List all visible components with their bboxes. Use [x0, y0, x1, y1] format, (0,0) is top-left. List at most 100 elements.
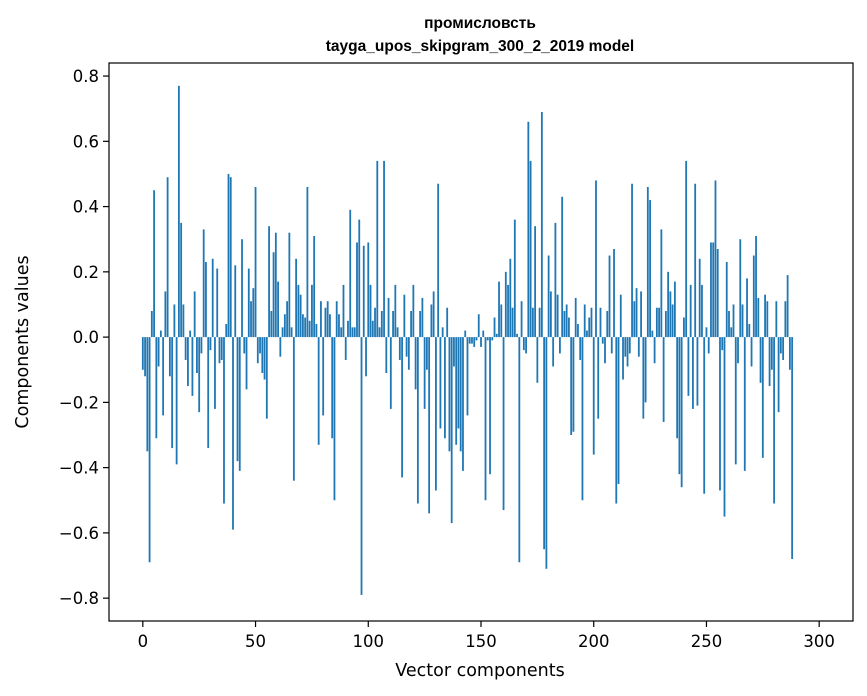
- bar: [466, 337, 469, 416]
- bar: [256, 337, 259, 364]
- bar: [572, 337, 575, 432]
- bar: [353, 327, 356, 338]
- bar: [592, 337, 595, 455]
- x-tick-label: 50: [245, 632, 266, 651]
- bar: [773, 337, 775, 504]
- bar: [658, 307, 661, 338]
- bar: [383, 160, 385, 338]
- bar: [446, 307, 449, 338]
- bar: [419, 311, 422, 338]
- bar: [281, 327, 284, 338]
- bar: [500, 304, 503, 338]
- bar: [671, 304, 674, 338]
- bar: [403, 294, 406, 338]
- bar: [574, 297, 577, 338]
- bar: [265, 337, 268, 419]
- bar: [486, 337, 489, 341]
- bar: [407, 337, 410, 370]
- bar: [601, 337, 604, 344]
- bar: [324, 307, 327, 338]
- bar: [586, 330, 588, 338]
- bar: [394, 284, 397, 338]
- bar: [193, 291, 196, 338]
- bar: [664, 311, 667, 338]
- bar: [786, 275, 789, 338]
- bar: [683, 317, 685, 338]
- bar: [779, 337, 782, 354]
- bar: [676, 337, 679, 439]
- bar: [662, 337, 665, 422]
- bar: [784, 301, 787, 338]
- bar: [270, 311, 273, 338]
- bar: [162, 337, 165, 416]
- bar: [236, 337, 239, 462]
- bar: [274, 232, 277, 338]
- bar: [299, 294, 302, 338]
- bar: [304, 317, 307, 338]
- bar: [389, 337, 392, 409]
- bar: [164, 291, 167, 338]
- bar: [525, 337, 527, 354]
- bar: [261, 337, 264, 373]
- bar: [484, 337, 487, 501]
- bar: [545, 337, 548, 569]
- bar: [770, 337, 773, 370]
- bar: [692, 337, 694, 409]
- bar: [782, 337, 785, 360]
- bar: [218, 337, 221, 364]
- bar: [527, 121, 530, 338]
- bar: [227, 173, 230, 338]
- bar: [698, 258, 701, 338]
- bar: [716, 249, 719, 338]
- bar: [441, 327, 444, 338]
- bar: [626, 337, 629, 367]
- bar: [329, 314, 331, 338]
- bar: [685, 160, 688, 338]
- bar: [196, 337, 198, 373]
- bar: [277, 281, 279, 338]
- bar: [737, 337, 739, 364]
- bar: [313, 235, 316, 338]
- bar: [358, 219, 361, 338]
- bar: [462, 337, 464, 471]
- bar: [739, 239, 742, 338]
- bar: [146, 337, 149, 452]
- bar: [509, 258, 512, 338]
- bar: [308, 320, 311, 338]
- bar: [335, 301, 338, 338]
- bar: [351, 327, 354, 338]
- bar: [750, 337, 753, 367]
- bar: [563, 311, 566, 338]
- bar: [597, 337, 600, 419]
- y-axis-ticks: −0.8 −0.6 −0.4 −0.2 0.0 0.2 0.4 0.6 0.8: [59, 67, 109, 608]
- bar: [374, 307, 376, 338]
- bar: [529, 160, 532, 338]
- bar: [743, 337, 746, 471]
- bar: [241, 239, 243, 338]
- x-axis-label: Vector components: [395, 661, 564, 681]
- bar: [741, 304, 744, 338]
- bar: [349, 209, 352, 338]
- bar: [480, 337, 482, 347]
- bar: [687, 337, 690, 396]
- bar: [315, 324, 318, 338]
- y-tick-label: −0.4: [59, 459, 99, 478]
- bar: [205, 262, 207, 338]
- bar: [168, 337, 171, 377]
- bar: [173, 304, 176, 338]
- bar: [259, 337, 261, 354]
- chart-title-line2: tayga_upos_skipgram_300_2_2019 model: [326, 38, 634, 55]
- bar: [491, 337, 494, 341]
- bar: [288, 232, 291, 338]
- y-tick-label: 0.0: [73, 328, 99, 347]
- bar: [520, 301, 523, 338]
- bar: [534, 226, 537, 338]
- bar: [622, 337, 624, 380]
- bar: [326, 301, 329, 338]
- bar: [599, 307, 602, 338]
- bar: [705, 327, 708, 338]
- bar: [568, 317, 570, 338]
- bar: [473, 337, 476, 347]
- bar: [678, 337, 681, 475]
- bar: [238, 337, 241, 471]
